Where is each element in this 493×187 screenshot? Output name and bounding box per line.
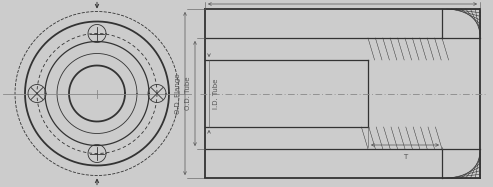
Text: O.D. Flange: O.D. Flange — [175, 73, 181, 114]
Text: T: T — [403, 154, 407, 160]
Text: I.D. Tube: I.D. Tube — [213, 78, 219, 109]
Text: O.D. Tube: O.D. Tube — [185, 77, 191, 110]
